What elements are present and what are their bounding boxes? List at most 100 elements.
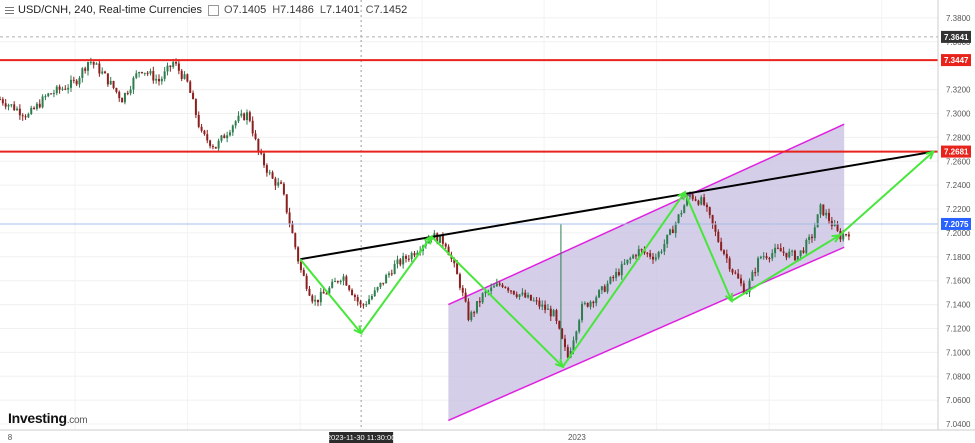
- candle-body: [243, 113, 246, 121]
- candle-body: [18, 108, 21, 116]
- candle-body: [461, 287, 464, 293]
- channel-upper-line: [448, 123, 845, 306]
- candle-body: [805, 239, 808, 253]
- candle-body: [231, 125, 234, 133]
- candle-body: [725, 253, 728, 259]
- candle-body: [410, 253, 413, 260]
- chart-header: USD/CNH, 240, Real-time Currencies O7.14…: [0, 2, 413, 18]
- candle-body: [390, 273, 393, 275]
- candle-body: [563, 338, 566, 348]
- price-axis[interactable]: 7.38007.36007.32007.30007.28007.26007.24…: [937, 0, 975, 443]
- candle-body: [274, 178, 277, 186]
- candle-body: [779, 248, 782, 252]
- candle-body: [481, 293, 484, 303]
- price-tag-label: 7.3447: [944, 56, 969, 65]
- candle-body: [126, 93, 129, 95]
- visibility-checkbox[interactable]: [208, 4, 219, 16]
- regression-channel: [448, 123, 845, 422]
- symbol-title[interactable]: USD/CNH, 240, Real-time Currencies: [18, 4, 202, 16]
- candle-body: [436, 233, 439, 243]
- candle-body: [44, 96, 47, 98]
- candle-body: [796, 256, 799, 261]
- candle-body: [583, 302, 586, 304]
- candle-body: [802, 250, 805, 253]
- time-axis[interactable]: 8 2023 2023-11-30 11:30:00: [0, 429, 975, 443]
- candle-body: [382, 282, 385, 284]
- candle-body: [157, 78, 160, 82]
- candle-body: [788, 251, 791, 258]
- price-tick-label: 7.1600: [946, 277, 971, 286]
- price-tag-label: 7.2075: [944, 220, 969, 229]
- zigzag-segment: [561, 191, 686, 368]
- candle-body: [132, 77, 135, 90]
- candle-body: [512, 290, 515, 295]
- candle-body: [404, 256, 407, 259]
- candle-body: [535, 300, 538, 302]
- candle-body: [200, 126, 203, 131]
- candle-body: [473, 312, 476, 314]
- candle-body: [453, 258, 456, 264]
- candle-body: [0, 99, 1, 101]
- candle-body: [842, 234, 845, 240]
- candle-body: [629, 258, 632, 260]
- candle-body: [121, 98, 124, 103]
- candle-body: [694, 199, 697, 201]
- candle-body: [620, 264, 623, 276]
- candle-body: [501, 284, 504, 287]
- candle-body: [529, 294, 532, 301]
- candle-body: [711, 215, 714, 225]
- candle-body: [78, 77, 81, 85]
- candle-body: [342, 276, 345, 281]
- time-axis-bg: [0, 430, 975, 443]
- candle-body: [637, 249, 640, 257]
- candle-body: [308, 288, 311, 296]
- candle-body: [598, 290, 601, 298]
- candle-body: [214, 146, 217, 149]
- zigzag-arrowhead: [925, 150, 936, 160]
- candle-body: [810, 236, 813, 239]
- zigzag-segment: [360, 235, 433, 334]
- candle-body: [58, 86, 61, 90]
- candle-body: [484, 291, 487, 294]
- candle-body: [220, 135, 223, 141]
- candle-body: [10, 104, 13, 106]
- candle-body: [714, 224, 717, 232]
- menu-icon[interactable]: [4, 5, 15, 16]
- candle-body: [510, 290, 513, 292]
- candle-body: [822, 204, 825, 216]
- candle-body: [720, 241, 723, 251]
- candle-body: [751, 272, 754, 281]
- horizontal-levels: [0, 36, 938, 225]
- candle-body: [265, 165, 268, 173]
- candle-body: [368, 299, 371, 305]
- candle-body: [697, 200, 700, 205]
- candle-body: [691, 194, 694, 200]
- price-tag-bg: [941, 54, 971, 67]
- candle-body: [348, 285, 351, 290]
- candle-body: [708, 207, 711, 216]
- zigzag-segment: [299, 258, 362, 334]
- candle-body: [612, 277, 615, 279]
- candle-body: [549, 308, 552, 317]
- candle-body: [458, 274, 461, 288]
- channel-lower-line: [448, 246, 845, 422]
- candle-body: [387, 273, 390, 276]
- time-tick-label: 2023: [568, 433, 586, 442]
- price-tick-label: 7.1800: [946, 253, 971, 262]
- candle-body: [69, 79, 72, 88]
- candle-body: [192, 92, 195, 100]
- candle-body: [328, 287, 331, 294]
- candle-body: [263, 153, 266, 166]
- candle-body: [149, 71, 152, 74]
- candle-body: [774, 247, 777, 254]
- candle-body: [13, 104, 16, 111]
- candle-body: [737, 273, 740, 279]
- candle-body: [285, 194, 288, 213]
- price-tag-label: 7.3641: [944, 33, 969, 42]
- candle-body: [663, 243, 666, 252]
- price-tag-bg: [941, 30, 971, 43]
- candle-body: [558, 320, 561, 329]
- candle-body: [575, 331, 578, 341]
- price-tag-label: 7.2681: [944, 148, 969, 157]
